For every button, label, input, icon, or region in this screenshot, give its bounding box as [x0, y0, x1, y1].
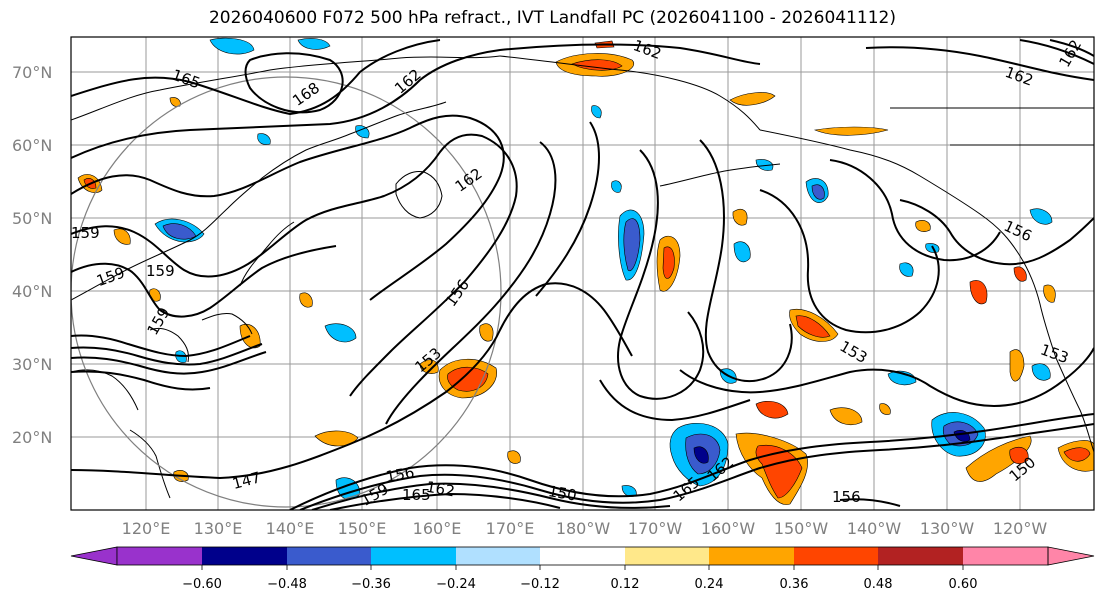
lat-label: 30°N — [12, 355, 52, 374]
lat-label: 20°N — [12, 428, 52, 447]
colorbar-tick-label: 0.12 — [611, 577, 640, 592]
colorbar-segment — [456, 547, 540, 565]
map-title: 2026040600 F072 500 hPa refract., IVT La… — [208, 8, 896, 28]
colorbar-segment — [963, 547, 1048, 565]
colorbar-tick-label: 0.36 — [780, 577, 809, 592]
lon-label: 130°W — [920, 519, 975, 538]
lon-label: 140°E — [266, 519, 315, 538]
colorbar-segment — [709, 547, 794, 565]
colorbar-tick-label: −0.36 — [351, 577, 391, 592]
lat-label: 60°N — [12, 136, 52, 155]
contour-label: 150 — [547, 482, 578, 505]
lat-label: 70°N — [12, 63, 52, 82]
colorbar-ticks — [201, 565, 964, 570]
colorbar-segment — [878, 547, 963, 565]
colorbar-segment — [540, 547, 625, 565]
contour-label: 156 — [832, 488, 861, 506]
colorbar-tick-label: 0.24 — [695, 577, 724, 592]
lon-label: 150°E — [338, 519, 387, 538]
colorbar-segment — [794, 547, 878, 565]
map-frame — [70, 36, 1095, 511]
colorbar-tick-label: −0.12 — [520, 577, 560, 592]
colorbar-outline — [116, 546, 1049, 566]
longitude-labels: 120°E 130°E 140°E 150°E 160°E 170°E 180°… — [122, 519, 1048, 538]
colorbar-extend-right — [1047, 546, 1095, 566]
lon-label: 120°W — [993, 519, 1048, 538]
contour-label: 162 — [425, 478, 456, 501]
lon-label: 150°W — [774, 519, 829, 538]
lon-label: 160°W — [701, 519, 756, 538]
contour-label: 156 — [384, 463, 415, 486]
colorbar-segment — [371, 547, 456, 565]
colorbar-segment — [117, 547, 202, 565]
positive-anomaly-patches — [77, 40, 1094, 505]
distance-circle — [71, 76, 502, 508]
latitude-labels: 70°N 60°N 50°N 40°N 30°N 20°N — [12, 63, 52, 447]
lon-label: 180°W — [556, 519, 611, 538]
colorbar-segment — [625, 547, 709, 565]
lon-label: 160°E — [413, 519, 462, 538]
colorbar-tick-label: 0.60 — [949, 577, 978, 592]
lat-label: 40°N — [12, 282, 52, 301]
colorbar-tick-label: 0.48 — [864, 577, 893, 592]
lon-label: 130°E — [194, 519, 243, 538]
colorbar-tick-label: −0.48 — [267, 577, 307, 592]
colorbar-tick-label: −0.24 — [436, 577, 476, 592]
lon-label: 120°E — [122, 519, 171, 538]
colorbar-tick-labels: −0.60 −0.48 −0.36 −0.24 −0.12 0.12 0.24 … — [182, 577, 977, 592]
colorbar: −0.60 −0.48 −0.36 −0.24 −0.12 0.12 0.24 … — [70, 546, 1095, 592]
contour-label: 159 — [146, 262, 175, 280]
contour-label: 159 — [71, 224, 100, 242]
lon-label: 170°W — [628, 519, 683, 538]
colorbar-tick-label: −0.60 — [182, 577, 222, 592]
height-contours — [71, 39, 1094, 510]
colorbar-segment — [287, 547, 371, 565]
colorbar-extend-left — [70, 546, 118, 566]
lat-label: 50°N — [12, 209, 52, 228]
coastlines — [71, 55, 1094, 499]
colorbar-segment — [202, 547, 287, 565]
lon-label: 170°E — [486, 519, 535, 538]
contour-label: 165 — [402, 486, 431, 504]
lon-label: 140°W — [847, 519, 902, 538]
